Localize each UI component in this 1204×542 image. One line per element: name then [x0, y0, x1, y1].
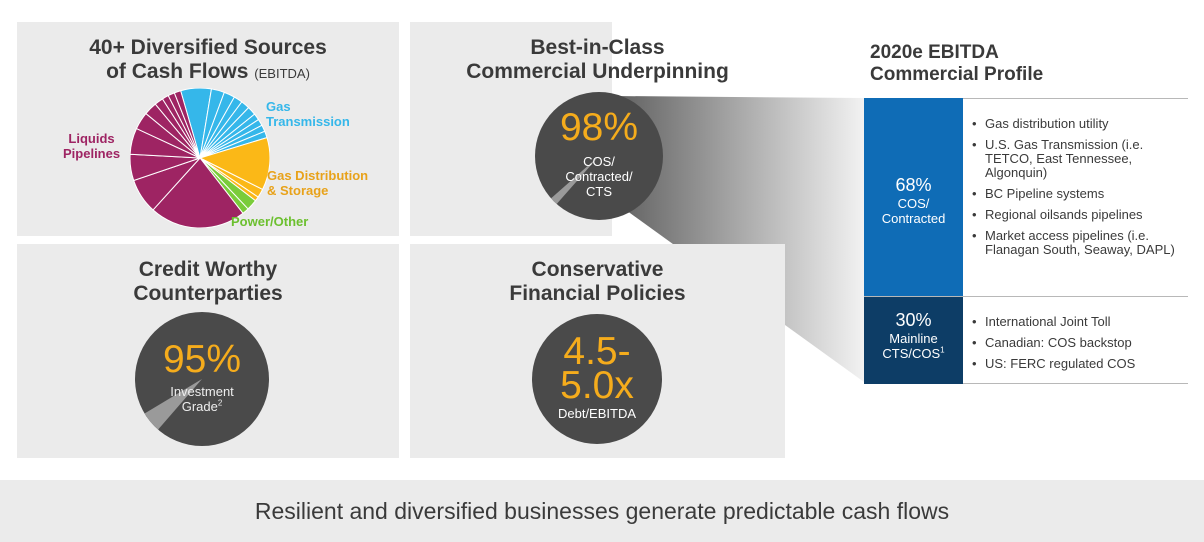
- profile-bullet-item: U.S. Gas Transmission (i.e. TETCO, East …: [972, 138, 1182, 180]
- gauge-circle: 95% Investment Grade2: [135, 312, 269, 446]
- footer-banner: Resilient and diversified businesses gen…: [0, 480, 1204, 542]
- label-power-other: Power/Other: [231, 214, 309, 229]
- panel-diversified-sources: 40+ Diversified Sources of Cash Flows (E…: [17, 22, 399, 236]
- big-value-line1: 4.5-: [563, 330, 631, 373]
- profile-bullet-item: US: FERC regulated COS: [972, 357, 1182, 372]
- profile-table: 68% COS/ Contracted Gas distribution uti…: [864, 98, 1188, 384]
- gauge-circle: 98% COS/ Contracted/ CTS: [535, 92, 663, 220]
- profile-bullet-item: Canadian: COS backstop: [972, 336, 1182, 351]
- label-gas-distribution: Gas Distribution & Storage: [267, 168, 369, 198]
- pie-chart: [130, 88, 270, 228]
- gauge-sublabel: Investment Grade2: [170, 384, 234, 414]
- metric-sublabel: Debt/EBITDA: [557, 406, 637, 421]
- profile-block-text: 68% COS/ Contracted: [881, 175, 946, 226]
- metric-circle: 4.5- 5.0x Debt/EBITDA: [532, 314, 662, 444]
- big-value-line2: 5.0x: [560, 364, 634, 407]
- panel-title: Best-in-Class Commercial Underpinning: [466, 36, 729, 83]
- panel-credit-worthy: Credit Worthy Counterparties 95% Investm…: [17, 244, 399, 458]
- big-value: 98%: [559, 106, 639, 149]
- panel-title: Conservative Financial Policies: [509, 258, 686, 305]
- profile-block-contracted: 68% COS/ Contracted: [864, 98, 963, 296]
- profile-title: 2020e EBITDA Commercial Profile: [870, 42, 1044, 85]
- gauge-sliver: [550, 156, 599, 205]
- panel-commercial-underpinning: Best-in-Class Commercial Underpinning 98…: [410, 22, 785, 236]
- label-liquids-pipelines: Liquids Pipelines: [63, 131, 121, 161]
- profile-bullet-item: Market access pipelines (i.e. Flanagan S…: [972, 229, 1182, 257]
- title-small: (EBITDA): [254, 66, 310, 81]
- profile-bullet-item: Regional oilsands pipelines: [972, 208, 1182, 223]
- panel-financial-policies: Conservative Financial Policies 4.5- 5.0…: [410, 244, 785, 458]
- profile-bullet-item: Gas distribution utility: [972, 117, 1182, 132]
- panel-title: Credit Worthy Counterparties: [133, 258, 283, 305]
- profile-bullets-mainline: International Joint Toll Canadian: COS ba…: [972, 315, 1182, 378]
- profile-block-text: 30% Mainline CTS/COS1: [882, 310, 945, 361]
- label-gas-transmission: Gas Transmission: [266, 99, 350, 129]
- gauge-sublabel: COS/ Contracted/ CTS: [565, 154, 633, 199]
- profile-bullet-item: BC Pipeline systems: [972, 187, 1182, 202]
- panel-title: 40+ Diversified Sources of Cash Flows (E…: [89, 36, 327, 83]
- profile-bullet-item: International Joint Toll: [972, 315, 1182, 330]
- big-value: 95%: [162, 338, 242, 381]
- gauge-sliver: [144, 379, 202, 430]
- pie-slice: [173, 90, 201, 159]
- pie-slice: [152, 157, 244, 228]
- profile-block-mainline: 30% Mainline CTS/COS1: [864, 297, 963, 384]
- profile-bullets-contracted: Gas distribution utility U.S. Gas Transmi…: [972, 117, 1182, 264]
- footer-text: Resilient and diversified businesses gen…: [254, 498, 950, 524]
